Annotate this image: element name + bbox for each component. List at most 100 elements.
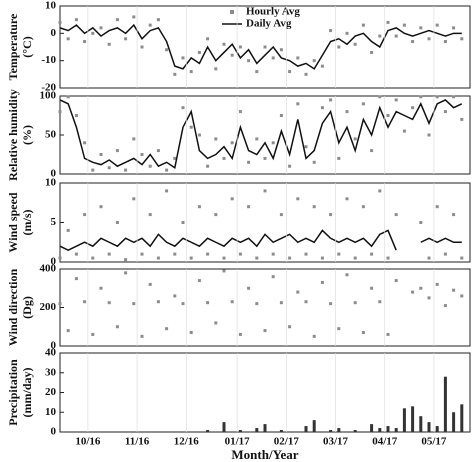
hourly-point <box>74 18 78 22</box>
hourly-point <box>378 34 382 38</box>
hourly-point <box>312 160 316 164</box>
hourly-point <box>288 256 292 260</box>
hourly-point <box>427 133 431 137</box>
hourly-point <box>337 45 341 49</box>
hourly-point <box>296 102 300 106</box>
hourly-point <box>271 275 275 279</box>
hourly-point <box>107 42 111 46</box>
hourly-point <box>329 213 333 217</box>
y-tick-label: 40 <box>45 347 57 359</box>
hourly-point <box>263 189 267 193</box>
y-tick-label: 0 <box>51 426 57 438</box>
hourly-point <box>337 252 341 256</box>
hourly-point <box>91 31 95 35</box>
hourly-point <box>58 110 62 114</box>
hourly-point <box>452 95 456 99</box>
hourly-point <box>378 95 382 99</box>
hourly-point <box>271 252 275 256</box>
hourly-point <box>148 23 152 27</box>
y-axis-label: (m/s) <box>20 210 34 236</box>
hourly-point <box>329 302 333 306</box>
y-axis-label: Precipitation <box>6 359 20 426</box>
hourly-point <box>263 156 267 160</box>
hourly-point <box>66 329 70 333</box>
y-tick-label: 10 <box>45 406 57 418</box>
x-axis-label: Month/Year <box>231 447 298 462</box>
hourly-point <box>460 256 464 260</box>
y-tick-label: 0 <box>51 27 57 39</box>
hourly-point <box>148 282 152 286</box>
hourly-point <box>222 42 226 46</box>
hourly-point <box>435 23 439 27</box>
bar <box>304 426 308 432</box>
hourly-point <box>304 72 308 76</box>
hourly-point <box>279 301 283 305</box>
hourly-point <box>173 294 177 298</box>
plot-area <box>59 352 471 433</box>
hourly-point <box>124 168 128 172</box>
hourly-point <box>345 273 349 277</box>
hourly-point <box>132 302 136 306</box>
hourly-point <box>58 302 62 306</box>
y-axis-label: (mm/day) <box>20 368 34 418</box>
hourly-point <box>165 189 169 193</box>
hourly-point <box>411 106 415 110</box>
hourly-point <box>238 252 242 256</box>
hourly-point <box>460 117 464 121</box>
bar <box>402 408 406 432</box>
y-tick-label: 100 <box>40 90 57 102</box>
bar <box>279 430 283 432</box>
hourly-point <box>238 332 242 336</box>
legend-marker <box>230 10 234 14</box>
hourly-point <box>329 29 333 33</box>
bar <box>337 428 341 432</box>
hourly-point <box>402 129 406 133</box>
y-tick-label: 400 <box>40 263 57 275</box>
hourly-point <box>370 149 374 153</box>
bar <box>378 428 382 432</box>
hourly-point <box>107 252 111 256</box>
hourly-point <box>74 252 78 256</box>
hourly-point <box>140 334 144 338</box>
hourly-point <box>222 269 226 273</box>
hourly-point <box>83 300 87 304</box>
hourly-point <box>279 48 283 52</box>
hourly-point <box>173 72 177 76</box>
hourly-point <box>173 156 177 160</box>
y-tick-label: 10 <box>45 0 57 12</box>
x-tick-label: 02/17 <box>274 436 300 448</box>
bar <box>312 420 316 432</box>
bar <box>255 428 259 432</box>
hourly-point <box>452 26 456 30</box>
hourly-point <box>197 279 201 283</box>
hourly-point <box>271 56 275 60</box>
x-tick-label: 12/16 <box>174 436 200 448</box>
daily-line <box>59 23 462 70</box>
hourly-point <box>353 256 357 260</box>
plot-area <box>59 268 471 347</box>
hourly-point <box>247 59 251 63</box>
hourly-point <box>58 256 62 260</box>
hourly-point <box>288 164 292 168</box>
legend-label: Daily Avg <box>246 18 292 30</box>
y-axis-label: (%) <box>20 125 34 145</box>
hourly-point <box>320 64 324 68</box>
plot-area <box>59 95 471 175</box>
hourly-point <box>460 37 464 41</box>
hourly-point <box>206 164 210 168</box>
x-tick-label: 03/17 <box>323 436 349 448</box>
y-axis-label: (°C) <box>20 36 34 57</box>
hourly-point <box>165 327 169 331</box>
hourly-point <box>296 197 300 201</box>
hourly-point <box>181 106 185 110</box>
hourly-point <box>435 282 439 286</box>
hourly-point <box>197 50 201 54</box>
hourly-point <box>279 114 283 117</box>
y-tick-label: -10 <box>41 54 56 66</box>
hourly-point <box>115 149 119 153</box>
hourly-point <box>83 141 87 145</box>
x-tick-label: 11/16 <box>125 436 150 448</box>
hourly-point <box>66 228 70 232</box>
hourly-point <box>66 37 70 41</box>
